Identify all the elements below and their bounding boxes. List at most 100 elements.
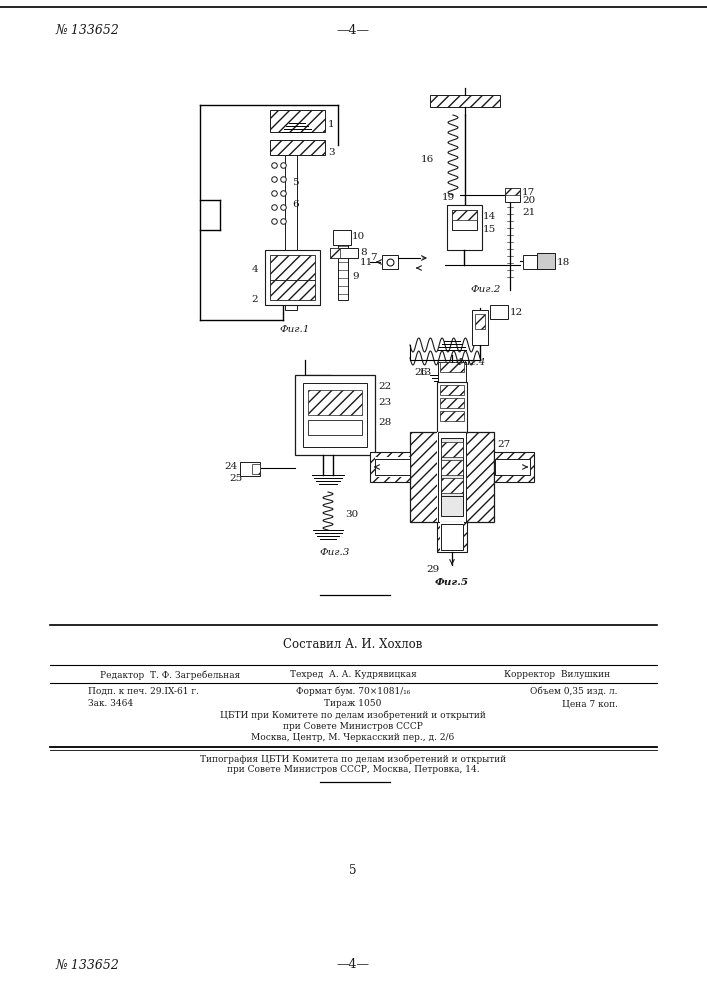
Bar (410, 432, 494, 522)
Bar (523, 255, 537, 269)
Text: Зак. 3464: Зак. 3464 (88, 699, 133, 708)
Bar (438, 432, 466, 522)
Text: № 133652: № 133652 (55, 23, 119, 36)
Text: 25: 25 (230, 474, 243, 483)
Text: 13: 13 (419, 368, 432, 377)
Text: 27: 27 (497, 440, 510, 449)
Bar (447, 205, 482, 250)
Bar (333, 230, 351, 245)
Text: 1: 1 (328, 120, 334, 129)
Text: 4: 4 (252, 265, 258, 274)
Text: 22: 22 (378, 382, 391, 391)
Bar (441, 442, 463, 457)
Bar (270, 280, 315, 300)
Text: Фиг.3: Фиг.3 (320, 548, 350, 557)
Bar (440, 362, 464, 372)
Text: 18: 18 (557, 258, 571, 267)
Text: 9: 9 (352, 272, 358, 281)
Text: Редактор  Т. Ф. Загребельная: Редактор Т. Ф. Загребельная (100, 670, 240, 680)
Text: № 133652: № 133652 (55, 958, 119, 972)
Text: 5: 5 (292, 178, 298, 187)
Text: 16: 16 (421, 155, 434, 164)
Text: Фиг.5: Фиг.5 (435, 578, 469, 587)
Text: 29: 29 (427, 565, 440, 574)
Text: Корректор  Вилушкин: Корректор Вилушкин (504, 670, 610, 679)
Bar (370, 452, 410, 482)
Text: 23: 23 (378, 398, 391, 407)
Text: 11: 11 (360, 258, 373, 267)
Bar (382, 255, 398, 269)
Text: —4—: —4— (337, 958, 370, 972)
Bar (295, 375, 375, 455)
Text: 15: 15 (483, 225, 496, 234)
Bar (472, 310, 488, 345)
Bar (452, 210, 477, 220)
Bar (441, 438, 463, 516)
Bar (437, 522, 467, 552)
Text: Типография ЦБТИ Комитета по делам изобретений и открытий: Типография ЦБТИ Комитета по делам изобре… (200, 754, 506, 764)
Text: 5: 5 (349, 863, 357, 876)
Text: Тираж 1050: Тираж 1050 (325, 699, 382, 708)
Bar (308, 390, 362, 415)
Text: 24: 24 (225, 462, 238, 471)
Text: 19: 19 (442, 193, 455, 202)
Text: 7: 7 (370, 253, 376, 262)
Bar (265, 250, 320, 305)
Text: Фиг.2: Фиг.2 (470, 285, 501, 294)
Text: Москва, Центр, М. Черкасский пер., д. 2/6: Москва, Центр, М. Черкасский пер., д. 2/… (252, 733, 455, 742)
Bar (375, 457, 410, 477)
Text: 3: 3 (328, 148, 334, 157)
Bar (441, 524, 463, 550)
Text: 12: 12 (510, 308, 523, 317)
Bar (270, 255, 315, 280)
Text: 28: 28 (378, 418, 391, 427)
Text: Фиг.1: Фиг.1 (280, 325, 310, 334)
Bar (338, 235, 348, 300)
Text: Цена 7 коп.: Цена 7 коп. (562, 699, 618, 708)
Bar (505, 188, 520, 195)
Text: 30: 30 (345, 510, 358, 519)
Text: 20: 20 (522, 196, 535, 205)
Bar (438, 362, 466, 382)
Text: ЦБТИ при Комитете по делам изобретений и открытий: ЦБТИ при Комитете по делам изобретений и… (220, 711, 486, 720)
Bar (440, 398, 464, 408)
Bar (375, 459, 410, 475)
Bar (303, 383, 367, 447)
Text: Фиг.4: Фиг.4 (455, 358, 486, 367)
Bar (452, 210, 477, 230)
Bar (330, 248, 358, 258)
Text: 14: 14 (483, 212, 496, 221)
Text: 2: 2 (252, 295, 258, 304)
Bar (440, 385, 464, 395)
Bar (330, 248, 340, 258)
Bar (505, 188, 520, 202)
Text: 26: 26 (415, 368, 428, 377)
Text: 17: 17 (522, 188, 535, 197)
Text: 6: 6 (292, 200, 298, 209)
Bar (252, 464, 260, 474)
Ellipse shape (492, 307, 506, 317)
Bar (537, 253, 555, 269)
Text: Формат бум. 70×1081/₁₆: Формат бум. 70×1081/₁₆ (296, 687, 410, 696)
Bar (440, 522, 464, 552)
Bar (494, 452, 534, 482)
Bar (440, 411, 464, 421)
Bar (437, 432, 467, 522)
Text: 21: 21 (522, 208, 535, 217)
Text: 8: 8 (360, 248, 367, 257)
Text: 10: 10 (352, 232, 366, 241)
Bar (270, 140, 325, 155)
Text: при Совете Министров СССР: при Совете Министров СССР (283, 722, 423, 731)
Bar (441, 460, 463, 475)
Text: Техред  А. А. Кудрявицкая: Техред А. А. Кудрявицкая (290, 670, 416, 679)
Bar (441, 478, 463, 493)
Bar (490, 305, 508, 319)
Bar (495, 459, 530, 475)
Bar (430, 95, 500, 107)
Bar (308, 420, 362, 435)
Bar (475, 314, 485, 329)
Bar (270, 110, 325, 132)
Text: —4—: —4— (337, 23, 370, 36)
Bar (437, 382, 467, 432)
Text: Объем 0,35 изд. л.: Объем 0,35 изд. л. (530, 687, 618, 696)
